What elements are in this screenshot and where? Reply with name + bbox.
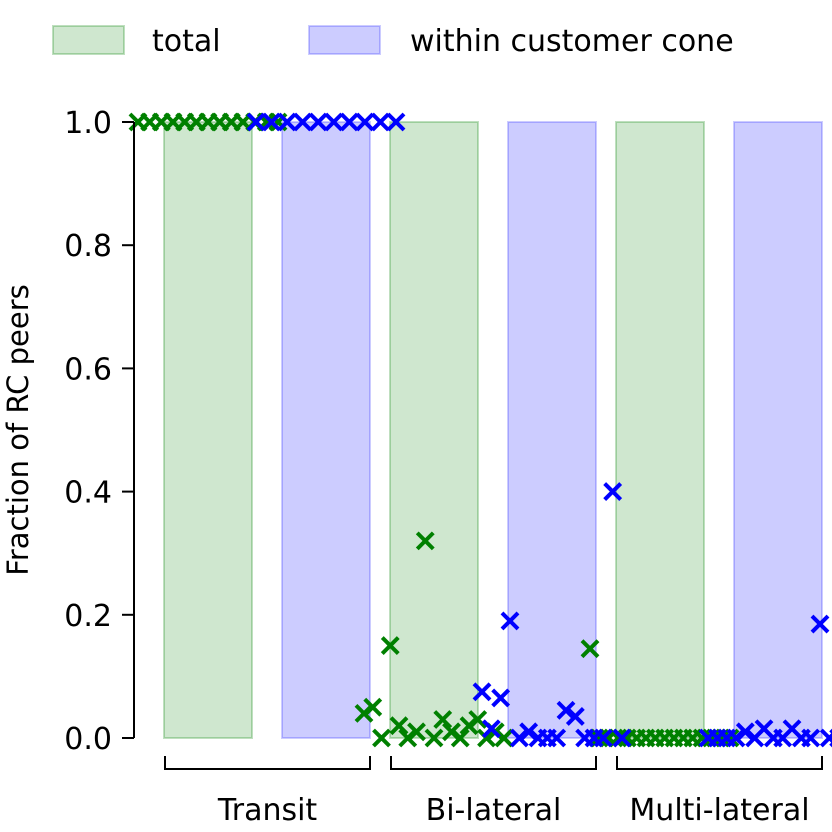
legend-label-total: total xyxy=(152,24,221,59)
point-bi-lateral-within-customer-cone xyxy=(556,700,576,720)
point-bi-lateral-within-customer-cone xyxy=(593,728,613,748)
point-bi-lateral-total xyxy=(450,728,470,748)
point-transit-within-customer-cone xyxy=(355,112,375,132)
point-transit-within-customer-cone xyxy=(293,112,313,132)
bars xyxy=(163,121,823,739)
bar-multi-lateral-total xyxy=(615,121,705,739)
group-bracket-bi-lateral xyxy=(390,756,597,770)
point-transit-within-customer-cone xyxy=(339,112,359,132)
point-transit-within-customer-cone xyxy=(262,112,281,132)
point-bi-lateral-within-customer-cone xyxy=(509,728,529,748)
point-transit-within-customer-cone xyxy=(371,112,390,132)
point-transit-within-customer-cone xyxy=(324,112,344,132)
point-bi-lateral-total xyxy=(372,728,391,748)
point-multi-lateral-total xyxy=(580,639,600,659)
y-tick-label: 0.2 xyxy=(64,599,112,634)
point-bi-lateral-total xyxy=(433,710,453,729)
group-bracket-transit xyxy=(164,756,371,770)
point-bi-lateral-within-customer-cone xyxy=(603,482,623,502)
y-axis: 0.0 0.2 0.4 0.6 0.8 1.0 Fraction of RC peers xyxy=(1,106,135,757)
point-bi-lateral-total xyxy=(415,531,435,551)
point-bi-lateral-within-customer-cone xyxy=(612,728,632,748)
point-bi-lateral-within-customer-cone xyxy=(500,611,520,631)
point-bi-lateral-within-customer-cone xyxy=(547,728,567,748)
group-label-multi-lateral: Multi-lateral xyxy=(629,793,809,828)
point-transit-within-customer-cone xyxy=(277,112,297,132)
y-tick-label: 0.4 xyxy=(64,476,112,511)
legend-swatch-within-customer-cone xyxy=(308,25,381,55)
bar-bi-lateral-total xyxy=(389,121,479,739)
group-bracket-multi-lateral xyxy=(616,756,823,770)
point-transit-within-customer-cone xyxy=(246,112,266,132)
point-bi-lateral-within-customer-cone xyxy=(472,682,492,702)
point-multi-lateral-within-customer-cone xyxy=(801,728,821,748)
point-bi-lateral-total xyxy=(494,728,514,748)
point-bi-lateral-total xyxy=(424,728,444,748)
bar-bi-lateral-within-customer-cone xyxy=(507,121,597,739)
point-bi-lateral-within-customer-cone xyxy=(519,722,539,742)
group-label-bi-lateral: Bi-lateral xyxy=(426,793,562,828)
bar-transit-within-customer-cone xyxy=(281,121,371,739)
point-transit-within-customer-cone xyxy=(386,112,406,132)
point-multi-lateral-within-customer-cone xyxy=(735,722,755,742)
y-tick-label: 0.8 xyxy=(64,229,112,264)
point-bi-lateral-within-customer-cone xyxy=(481,719,501,739)
point-bi-lateral-total xyxy=(389,716,409,736)
point-multi-lateral-within-customer-cone xyxy=(726,728,746,748)
point-bi-lateral-total xyxy=(380,636,400,656)
y-tick-label: 0.6 xyxy=(64,352,112,387)
point-multi-lateral-within-customer-cone xyxy=(819,728,832,748)
y-tick-label: 1.0 xyxy=(64,106,112,141)
point-multi-lateral-within-customer-cone xyxy=(810,614,830,634)
legend: total within customer cone xyxy=(52,24,734,59)
legend-label-within-customer-cone: within customer cone xyxy=(410,24,734,59)
markers xyxy=(128,112,832,748)
legend-swatch-total xyxy=(52,25,125,55)
point-bi-lateral-within-customer-cone xyxy=(491,688,511,708)
point-bi-lateral-total xyxy=(468,710,488,729)
y-tick-label: 0.0 xyxy=(64,722,112,757)
bar-multi-lateral-within-customer-cone xyxy=(733,121,823,739)
y-axis-label: Fraction of RC peers xyxy=(1,284,35,575)
point-bi-lateral-total xyxy=(407,722,426,742)
y-ticks: 0.0 0.2 0.4 0.6 0.8 1.0 xyxy=(64,106,134,757)
bar-transit-total xyxy=(163,121,253,739)
group-label-transit: Transit xyxy=(217,793,318,828)
point-bi-lateral-within-customer-cone xyxy=(565,707,585,726)
group-axis: Transit Bi-lateral Multi-lateral xyxy=(164,756,823,828)
point-transit-within-customer-cone xyxy=(308,112,328,132)
point-bi-lateral-total xyxy=(363,697,383,717)
